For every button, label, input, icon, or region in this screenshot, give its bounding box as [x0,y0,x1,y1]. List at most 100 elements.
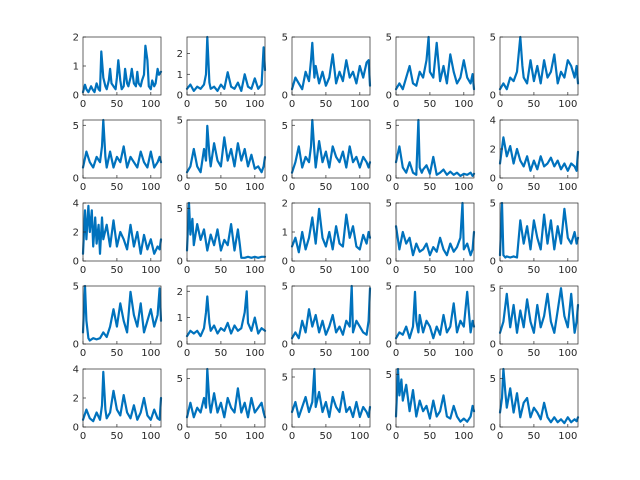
y-tick-label: 5 [177,116,183,127]
y-tick-label: 5 [490,33,496,44]
x-tick-label: 100 [245,182,264,193]
series-line [185,290,267,338]
x-tick-label: 100 [454,265,473,276]
y-tick-label: 0 [490,91,496,102]
subplot-r3-c3: 0 50 100 0 1 2 [282,199,372,276]
series-line [498,35,580,91]
x-tick-label: 0 [289,265,295,276]
axes-box [395,119,475,179]
x-tick-label: 100 [245,348,264,359]
y-tick-label: 0 [177,91,183,102]
x-tick-label: 0 [80,182,86,193]
series-line [394,118,476,177]
subplot-r2-c2: 0 50 100 0 5 [177,116,267,193]
x-tick-label: 100 [141,348,160,359]
x-tick-label: 100 [350,348,369,359]
x-tick-label: 100 [245,99,264,110]
y-tick-label: 5 [386,199,392,210]
series-line [81,284,163,342]
subplot-r3-c5: 0 50 100 0 5 [490,199,580,276]
subplot-r5-c2: 0 50 100 0 5 [177,367,267,442]
x-tick-label: 100 [558,99,577,110]
y-tick-label: 2 [177,287,183,298]
x-tick-label: 100 [350,265,369,276]
x-tick-label: 100 [141,182,160,193]
subplot-r3-c2: 0 50 100 0 5 [177,201,267,276]
subplot-r4-c4: 0 50 100 0 5 [386,282,476,359]
y-tick-label: 0 [177,340,183,351]
subplot-r1-c1: 0 50 100 0 1 2 [73,33,163,110]
y-tick-label: 2 [490,145,496,156]
series-line [185,35,267,93]
y-tick-label: 0 [177,423,183,434]
series-line [290,118,372,174]
subplot-r1-c3: 0 50 100 0 5 [282,33,372,110]
y-tick-label: 2 [73,394,79,405]
y-tick-label: 1 [73,62,79,73]
y-tick-label: 0 [282,340,288,351]
x-tick-label: 50 [111,265,124,276]
x-tick-label: 100 [245,431,264,442]
y-tick-label: 0 [177,257,183,268]
series-line [394,35,476,91]
y-tick-label: 5 [490,284,496,295]
y-tick-label: 0 [386,174,392,185]
y-tick-label: 5 [490,374,496,385]
x-tick-label: 50 [215,348,228,359]
x-tick-label: 50 [111,99,124,110]
x-tick-label: 0 [289,431,295,442]
x-tick-label: 50 [528,348,541,359]
x-tick-label: 100 [454,431,473,442]
series-line [81,204,163,255]
x-tick-label: 50 [528,182,541,193]
x-tick-label: 100 [141,431,160,442]
x-tick-label: 0 [289,99,295,110]
y-tick-label: 4 [73,365,79,376]
y-tick-label: 0 [73,340,79,351]
subplot-r5-c1: 0 50 100 0 2 4 [73,365,163,442]
y-tick-label: 2 [177,49,183,60]
y-tick-label: 5 [282,373,288,384]
axes-box [499,285,579,345]
y-tick-label: 0 [282,423,288,434]
series-line [394,201,476,257]
x-tick-label: 0 [393,99,399,110]
x-tick-label: 0 [497,348,503,359]
y-tick-label: 0 [73,423,79,434]
subplot-r5-c5: 0 50 100 0 5 [490,367,580,442]
axes-box [186,368,266,428]
x-tick-label: 0 [393,348,399,359]
axes-box [395,285,475,345]
series-line [498,136,580,172]
subplot-r2-c5: 0 50 100 0 2 4 [490,116,580,193]
x-tick-label: 0 [184,431,190,442]
x-tick-label: 100 [454,348,473,359]
series-line [290,367,372,419]
y-tick-label: 5 [386,33,392,44]
series-line [290,207,372,254]
axes-box [499,368,579,428]
x-tick-label: 50 [528,431,541,442]
y-tick-label: 5 [73,121,79,132]
x-tick-label: 0 [184,265,190,276]
x-tick-label: 0 [80,99,86,110]
axes-box [186,285,266,345]
y-tick-label: 5 [73,282,79,293]
x-tick-label: 0 [289,348,295,359]
y-tick-label: 0 [386,340,392,351]
y-tick-label: 4 [73,199,79,210]
subplot-r1-c4: 0 50 100 0 5 [386,33,476,110]
axes-box [82,285,162,345]
x-tick-label: 50 [424,265,437,276]
x-tick-label: 0 [393,182,399,193]
x-tick-label: 100 [350,99,369,110]
x-tick-label: 50 [424,182,437,193]
x-tick-label: 50 [111,348,124,359]
subplot-r4-c3: 0 50 100 0 5 [282,282,372,359]
axes-box [186,36,266,96]
subplot-r5-c4: 0 50 100 0 5 [386,367,476,442]
y-tick-label: 0 [73,257,79,268]
y-tick-label: 0 [177,174,183,185]
x-tick-label: 50 [424,348,437,359]
